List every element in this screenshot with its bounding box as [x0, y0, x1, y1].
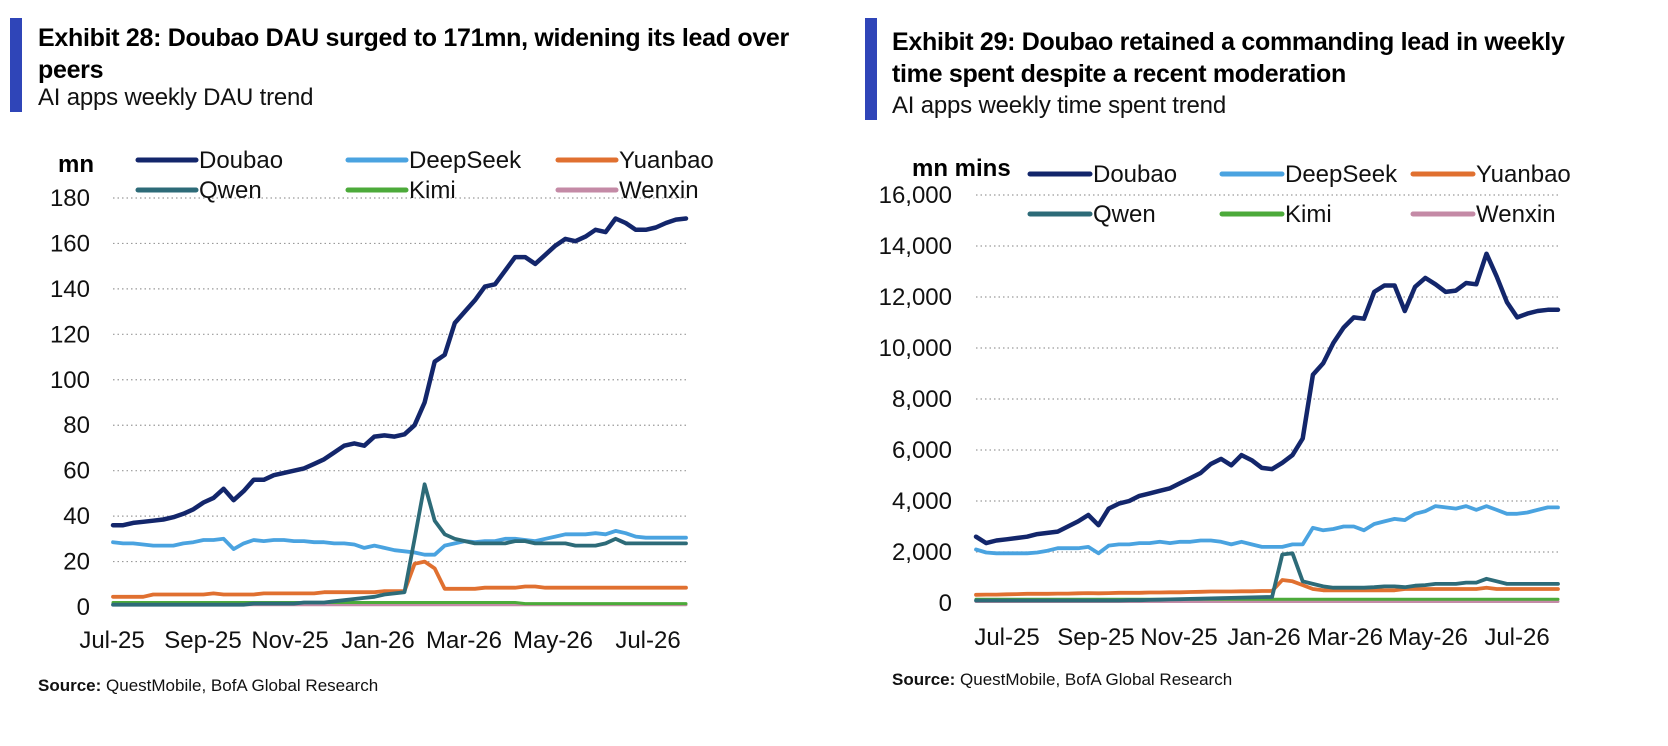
series-line-qwen — [974, 551, 1560, 603]
source-text: QuestMobile, BofA Global Research — [106, 676, 379, 695]
x-tick-label: Mar-26 — [1307, 624, 1383, 651]
y-tick-label: 100 — [50, 367, 90, 394]
x-tick-label: Sep-25 — [1057, 624, 1134, 651]
source-note: Source: QuestMobile, BofA Global Researc… — [38, 676, 378, 696]
series-line-yuanbao — [974, 578, 1560, 597]
y-tick-label: 120 — [50, 321, 90, 348]
exhibit-title: Exhibit 28: Doubao DAU surged to 171mn, … — [38, 24, 789, 84]
x-tick-label: Jan-26 — [341, 627, 414, 654]
y-tick-label: 16,000 — [879, 182, 952, 209]
y-tick-label: 180 — [50, 185, 90, 212]
y-axis-unit-label: mn — [58, 151, 94, 178]
legend-label-kimi: Kimi — [1285, 201, 1332, 228]
legend-label-deepseek: DeepSeek — [409, 147, 522, 174]
y-tick-label: 80 — [63, 412, 90, 439]
y-tick-label: 2,000 — [892, 539, 952, 566]
y-tick-label: 20 — [63, 549, 90, 576]
legend-label-qwen: Qwen — [199, 177, 262, 204]
exhibit-title: Exhibit 29: Doubao retained a commanding… — [892, 28, 1565, 88]
x-tick-label: Mar-26 — [426, 627, 502, 654]
x-tick-label: Nov-25 — [1140, 624, 1217, 651]
x-tick-label: Nov-25 — [251, 627, 328, 654]
y-tick-label: 10,000 — [879, 335, 952, 362]
y-tick-label: 140 — [50, 276, 90, 303]
dau-line-chart: mn 0 20 40 60 80 100 120 140 160 180 Jul-25 Sep-25 No… — [50, 147, 714, 654]
source-text: QuestMobile, BofA Global Research — [960, 670, 1233, 689]
y-tick-label: 0 — [77, 594, 90, 621]
exhibit-accent-bar — [10, 18, 22, 112]
y-tick-label: 6,000 — [892, 437, 952, 464]
legend-label-wenxin: Wenxin — [1476, 201, 1556, 228]
legend-label-kimi: Kimi — [409, 177, 456, 204]
y-tick-label: 60 — [63, 458, 90, 485]
y-tick-label: 0 — [939, 590, 952, 617]
legend-label-yuanbao: Yuanbao — [619, 147, 714, 174]
x-tick-label: Jul-25 — [974, 624, 1039, 651]
x-tick-label: May-26 — [1388, 624, 1468, 651]
y-tick-label: 40 — [63, 503, 90, 530]
legend-label-yuanbao: Yuanbao — [1476, 161, 1571, 188]
series-line-kimi — [111, 601, 688, 606]
legend-label-doubao: Doubao — [199, 147, 283, 174]
source-label: Source: — [892, 670, 956, 689]
exhibit-subtitle: AI apps weekly DAU trend — [38, 84, 314, 111]
y-axis-unit-label: mn mins — [912, 155, 1011, 182]
series-line-doubao — [973, 251, 1561, 546]
time-spent-line-chart: mn mins 0 2,000 4,000 6,000 8,000 10,000 12,000… — [879, 155, 1571, 651]
legend-label-deepseek: DeepSeek — [1285, 161, 1398, 188]
y-tick-label: 160 — [50, 230, 90, 257]
x-tick-label: Jul-26 — [615, 627, 680, 654]
y-tick-label: 12,000 — [879, 284, 952, 311]
series-line-deepseek — [974, 504, 1560, 556]
y-tick-label: 4,000 — [892, 488, 952, 515]
exhibit-subtitle: AI apps weekly time spent trend — [892, 92, 1226, 119]
legend-label-wenxin: Wenxin — [619, 177, 699, 204]
series-line-qwen — [111, 482, 688, 607]
y-tick-label: 14,000 — [879, 233, 952, 260]
exhibit-29: Exhibit 29: Doubao retained a commanding… — [834, 0, 1668, 746]
series-line-doubao — [110, 216, 689, 528]
source-note: Source: QuestMobile, BofA Global Researc… — [892, 670, 1232, 690]
x-tick-label: Jan-26 — [1227, 624, 1300, 651]
legend-label-qwen: Qwen — [1093, 201, 1156, 228]
x-tick-label: Sep-25 — [164, 627, 241, 654]
legend-label-doubao: Doubao — [1093, 161, 1177, 188]
x-tick-label: Jul-26 — [1484, 624, 1549, 651]
source-label: Source: — [38, 676, 102, 695]
series-line-deepseek — [111, 529, 688, 557]
y-tick-label: 8,000 — [892, 386, 952, 413]
exhibit-28: Exhibit 28: Doubao DAU surged to 171mn, … — [10, 18, 789, 696]
exhibit-accent-bar — [865, 18, 877, 120]
x-tick-label: Jul-25 — [79, 627, 144, 654]
x-tick-label: May-26 — [513, 627, 593, 654]
